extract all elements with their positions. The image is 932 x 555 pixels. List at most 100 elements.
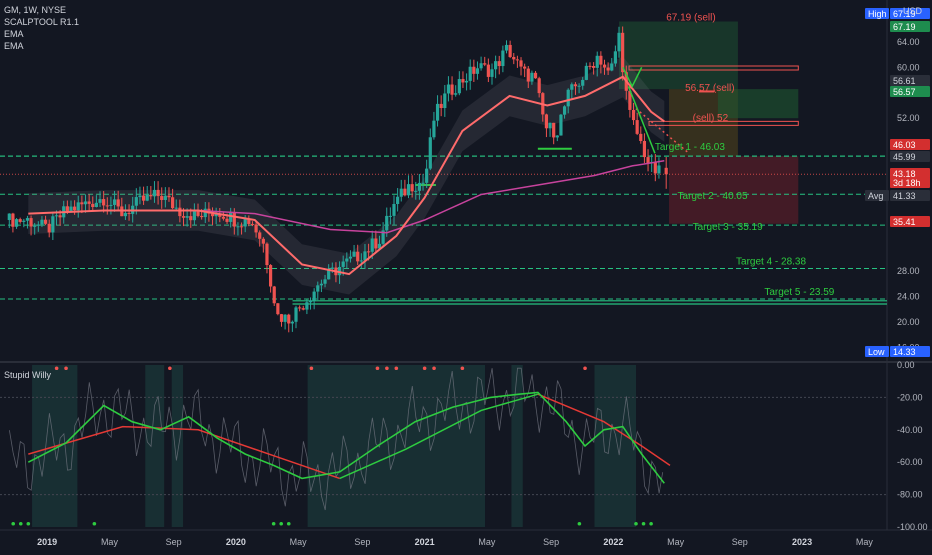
candle-body — [123, 213, 128, 217]
axis-tag-value-2: 56.61 — [893, 76, 916, 86]
candle-body — [454, 93, 458, 95]
target-label-5: Target 5 - 23.59 — [764, 287, 834, 298]
osc-tick-label: -40.00 — [897, 425, 923, 435]
osc-dot-bottom — [271, 521, 276, 526]
price-tick-label: 64.00 — [897, 37, 920, 47]
candle-body — [533, 72, 538, 79]
candle-body — [18, 219, 22, 222]
candle-body — [628, 90, 632, 110]
candle-body — [323, 279, 327, 284]
oscillator-title[interactable]: Stupid Willy — [4, 370, 52, 380]
candle-body — [152, 189, 157, 197]
candle-body — [544, 114, 549, 129]
candle-body — [141, 195, 146, 201]
candle-body — [29, 218, 33, 227]
time-tick-label: 2019 — [37, 537, 57, 547]
candle-body — [370, 238, 374, 252]
axis-tag-bg-2 — [890, 75, 930, 86]
candle-body — [599, 55, 603, 65]
candle-body — [218, 213, 222, 217]
osc-dot-bottom — [11, 521, 16, 526]
candle-body — [210, 213, 215, 217]
candle-body — [399, 188, 403, 197]
study-scalptool-label[interactable]: SCALPTOOL R1.1 — [4, 17, 80, 27]
candle-body — [631, 109, 636, 121]
time-tick-label: Sep — [732, 537, 748, 547]
axis-tag-bg-8 — [890, 190, 930, 201]
candle-body — [200, 215, 204, 218]
candle-body — [613, 51, 617, 64]
candle-body — [425, 168, 429, 183]
candle-body — [450, 84, 454, 95]
candle-body — [464, 80, 469, 83]
candle-body — [621, 32, 625, 73]
candle-body — [283, 314, 287, 322]
candle-body — [573, 84, 578, 87]
axis-tag-bg-6 — [890, 168, 930, 179]
candle-body — [236, 226, 240, 228]
candle-body — [36, 224, 40, 226]
candle-body — [537, 78, 541, 94]
candle-body — [51, 216, 55, 233]
candle-body — [348, 256, 353, 259]
candle-body — [610, 63, 614, 71]
candle-body — [290, 321, 294, 324]
axis-tag-bg-4 — [890, 139, 930, 150]
candle-body — [47, 223, 51, 233]
candle-body — [588, 65, 592, 67]
axis-tag-value-8: 41.33 — [893, 191, 916, 201]
osc-dot-bottom — [577, 521, 582, 526]
axis-tag-value-7: 3d 18h — [893, 178, 921, 188]
candle-body — [327, 268, 331, 280]
candle-body — [98, 199, 102, 203]
candle-body — [345, 258, 349, 262]
symbol-title[interactable]: GM, 1W, NYSE — [4, 5, 67, 15]
price-tick-label: 24.00 — [897, 291, 920, 301]
candle-body — [530, 72, 534, 82]
time-tick-label: 2022 — [603, 537, 623, 547]
candle-body — [316, 285, 320, 292]
axis-tag-label-8: Avg — [868, 191, 883, 201]
price-tick-label: 60.00 — [897, 62, 920, 72]
osc-dot-bottom — [634, 521, 638, 526]
candle-body — [381, 230, 385, 244]
candle-body — [58, 215, 62, 218]
candle-body — [523, 66, 527, 69]
candle-body — [406, 184, 411, 196]
candle-body — [446, 84, 451, 94]
candle-body — [592, 65, 596, 68]
study-ema-label[interactable]: EMA — [4, 29, 24, 39]
candle-body — [508, 44, 512, 57]
candle-body — [363, 251, 367, 261]
osc-dot-top — [422, 366, 427, 371]
candle-body — [112, 199, 117, 205]
candle-body — [435, 103, 440, 121]
profit-zone-1 — [619, 21, 738, 90]
candle-body — [43, 219, 48, 224]
candle-body — [276, 303, 280, 315]
candle-body — [646, 157, 650, 164]
osc-band-4 — [511, 365, 523, 527]
osc-dot-top — [460, 366, 465, 371]
time-tick-label: May — [478, 537, 496, 547]
candle-body — [11, 213, 15, 227]
candle-body — [421, 182, 425, 184]
candle-body — [359, 260, 363, 262]
candle-body — [181, 216, 186, 218]
osc-dot-top — [54, 366, 59, 371]
osc-band-1 — [145, 365, 165, 527]
osc-dot-bottom — [279, 521, 283, 526]
candle-body — [356, 251, 360, 262]
axis-tag-value-0: 67.19 — [893, 9, 916, 19]
osc-dot-top — [375, 366, 380, 371]
osc-tick-label: -20.00 — [897, 392, 923, 402]
candle-body — [548, 122, 552, 129]
osc-band-3 — [307, 365, 486, 527]
osc-band-5 — [594, 365, 636, 527]
study-ema2-label[interactable]: EMA — [4, 41, 24, 51]
candle-body — [479, 63, 483, 69]
osc-dot-bottom — [26, 521, 31, 526]
candle-body — [301, 308, 305, 310]
axis-tag-value-1: 67.19 — [893, 22, 916, 32]
target-label-2: Target 2 - 40.05 — [678, 191, 748, 202]
